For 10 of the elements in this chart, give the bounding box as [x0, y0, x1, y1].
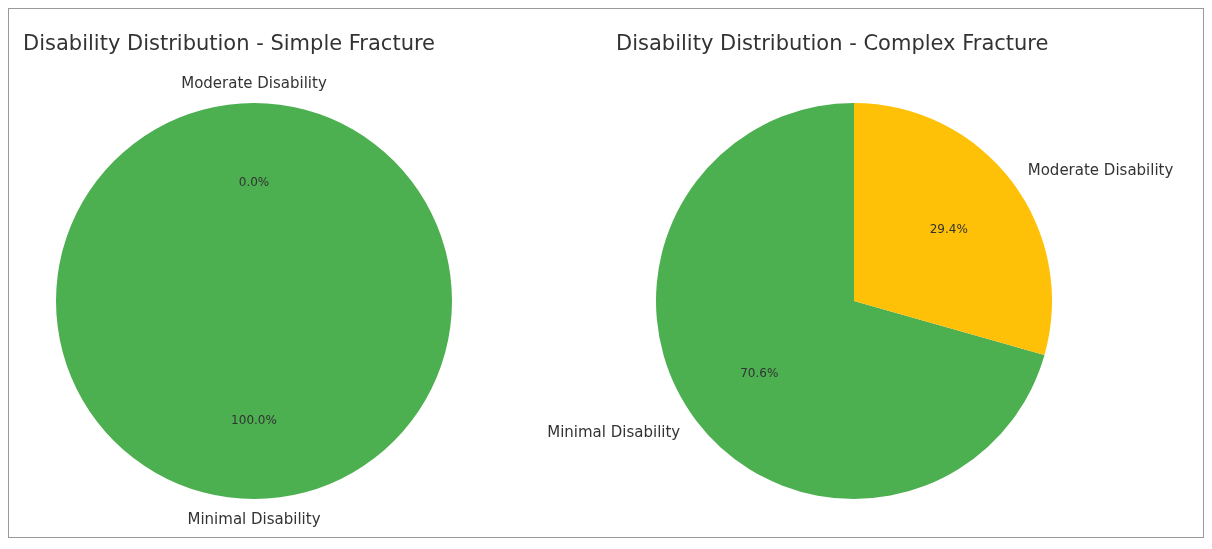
data-label: 70.6% — [740, 365, 779, 380]
slice-label: Minimal Disability — [187, 509, 321, 528]
slice-label: Minimal Disability — [547, 423, 681, 442]
chart-title: Disability Distribution - Complex Fracture — [616, 31, 1049, 55]
category-label: Moderate Disability — [181, 74, 327, 93]
slice-label: Moderate Disability — [1027, 160, 1174, 179]
text: 0.0% — [238, 175, 270, 190]
chart-title: Disability Distribution - Simple Fracture — [23, 31, 436, 55]
data-label: 100.0% — [231, 412, 277, 427]
data-label: 29.4% — [929, 222, 968, 237]
